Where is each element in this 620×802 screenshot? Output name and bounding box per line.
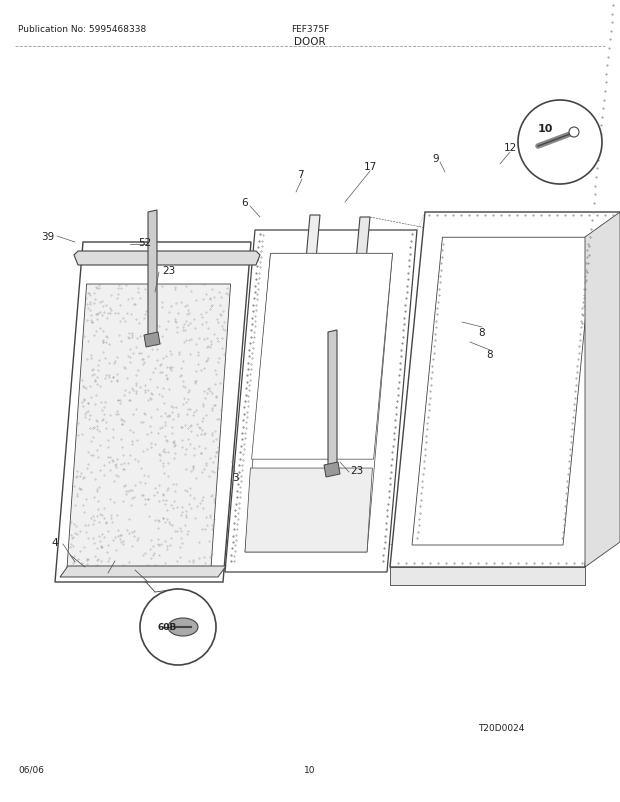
Text: Publication No: 5995468338: Publication No: 5995468338: [18, 25, 146, 34]
Text: 23: 23: [162, 265, 175, 276]
Polygon shape: [148, 211, 157, 342]
Polygon shape: [245, 468, 373, 553]
Polygon shape: [74, 252, 260, 265]
Polygon shape: [390, 567, 585, 585]
Text: 10: 10: [538, 124, 554, 134]
Text: 7: 7: [297, 170, 303, 180]
Text: 52: 52: [138, 237, 152, 248]
Text: 17: 17: [363, 162, 376, 172]
Text: 4: 4: [51, 537, 58, 547]
Polygon shape: [245, 254, 392, 553]
Text: DOOR: DOOR: [294, 37, 326, 47]
Circle shape: [569, 128, 579, 138]
Text: eReplacementParts.com: eReplacementParts.com: [242, 407, 378, 418]
Text: 10: 10: [304, 765, 316, 774]
Polygon shape: [252, 254, 392, 460]
Polygon shape: [60, 566, 226, 577]
Text: 6: 6: [242, 198, 249, 208]
Polygon shape: [55, 243, 251, 582]
Circle shape: [518, 101, 602, 184]
Text: FEF375F: FEF375F: [291, 25, 329, 34]
Text: 39: 39: [42, 232, 55, 241]
Circle shape: [140, 589, 216, 665]
Text: 9: 9: [433, 154, 440, 164]
Text: 3: 3: [232, 472, 238, 482]
Text: 8: 8: [487, 350, 494, 359]
Text: 12: 12: [503, 143, 516, 153]
Polygon shape: [412, 238, 593, 545]
Ellipse shape: [168, 618, 198, 636]
Polygon shape: [67, 285, 231, 569]
Text: 8: 8: [479, 327, 485, 338]
Polygon shape: [390, 213, 620, 567]
Text: 60B: 60B: [158, 622, 177, 632]
Polygon shape: [585, 213, 620, 567]
Polygon shape: [328, 330, 337, 472]
Polygon shape: [280, 216, 320, 547]
Text: 06/06: 06/06: [18, 765, 44, 774]
Polygon shape: [330, 217, 370, 545]
Polygon shape: [144, 333, 160, 347]
Text: 23: 23: [350, 465, 363, 476]
Polygon shape: [225, 231, 417, 573]
Text: T20D0024: T20D0024: [478, 723, 525, 732]
Polygon shape: [324, 463, 340, 477]
